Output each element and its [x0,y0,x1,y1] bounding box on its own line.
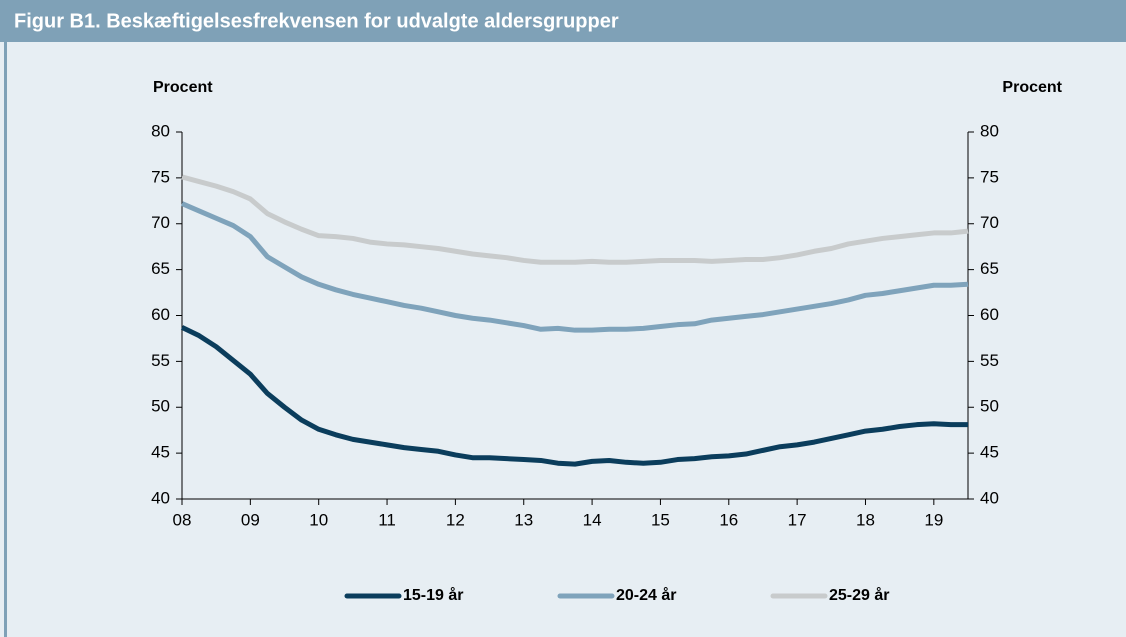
x-tick-label: 08 [173,510,192,529]
line-series [180,325,968,467]
x-tick-label: 13 [514,510,533,529]
x-tick-label: 11 [378,510,396,529]
y2-tick-label: 45 [980,443,999,462]
line-series [181,201,969,333]
x-tick-label: 15 [651,510,670,529]
y-tick-label: 80 [151,121,170,140]
y2-tick-label: 40 [980,488,999,507]
y-tick-label: 40 [151,488,170,507]
line-series [181,174,969,265]
left-border [4,42,7,637]
legend-label: 25-29 år [829,586,890,604]
y2-tick-label: 70 [980,213,999,232]
y-tick-label: 60 [151,305,170,324]
y2-tick-label: 55 [980,351,999,370]
y-axis-label: Procent [153,79,213,96]
y-tick-label: 65 [151,259,170,278]
y2-tick-label: 60 [980,305,999,324]
y-tick-label: 55 [151,351,170,370]
legend-label: 20-24 år [616,586,677,604]
x-tick-label: 12 [446,510,465,529]
x-tick-label: 16 [719,510,738,529]
y-tick-label: 70 [151,213,170,232]
y-tick-label: 50 [151,397,170,416]
y-tick-label: 75 [151,167,170,186]
header-bar [0,0,1126,42]
x-tick-label: 18 [856,510,875,529]
y2-tick-label: 50 [980,397,999,416]
y2-axis-label: Procent [1002,79,1062,96]
x-tick-label: 17 [788,510,807,529]
legend-label: 15-19 år [403,586,464,604]
y2-tick-label: 65 [980,259,999,278]
x-tick-label: 10 [309,510,328,529]
y2-tick-label: 75 [980,167,999,186]
x-tick-label: 19 [924,510,943,529]
y2-tick-label: 80 [980,121,999,140]
chart-title: Figur B1. Beskæftigelsesfrekvensen for u… [14,10,619,32]
y-tick-label: 45 [151,443,170,462]
x-tick-label: 09 [241,510,260,529]
x-tick-label: 14 [583,510,602,529]
